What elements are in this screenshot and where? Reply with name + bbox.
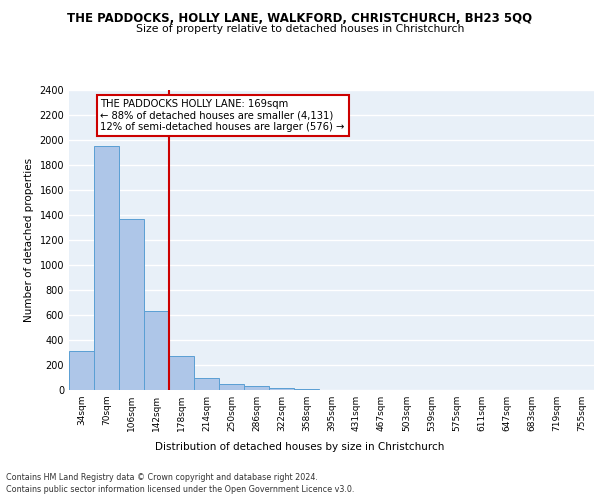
Bar (119, 219, 144, 390)
Text: Size of property relative to detached houses in Christchurch: Size of property relative to detached ho… (136, 24, 464, 34)
Text: Contains HM Land Registry data © Crown copyright and database right 2024.: Contains HM Land Registry data © Crown c… (6, 472, 318, 482)
Bar (144, 311, 169, 390)
Text: Contains public sector information licensed under the Open Government Licence v3: Contains public sector information licen… (6, 485, 355, 494)
Bar (94, 146, 119, 390)
Bar (169, 356, 194, 390)
Bar (269, 388, 294, 390)
Bar (194, 378, 219, 390)
Bar (69, 351, 94, 390)
Bar (244, 386, 269, 390)
Text: THE PADDOCKS, HOLLY LANE, WALKFORD, CHRISTCHURCH, BH23 5QQ: THE PADDOCKS, HOLLY LANE, WALKFORD, CHRI… (67, 12, 533, 26)
Text: THE PADDOCKS HOLLY LANE: 169sqm
← 88% of detached houses are smaller (4,131)
12%: THE PADDOCKS HOLLY LANE: 169sqm ← 88% of… (101, 99, 345, 132)
Text: Distribution of detached houses by size in Christchurch: Distribution of detached houses by size … (155, 442, 445, 452)
Y-axis label: Number of detached properties: Number of detached properties (24, 158, 34, 322)
Bar (219, 384, 244, 390)
